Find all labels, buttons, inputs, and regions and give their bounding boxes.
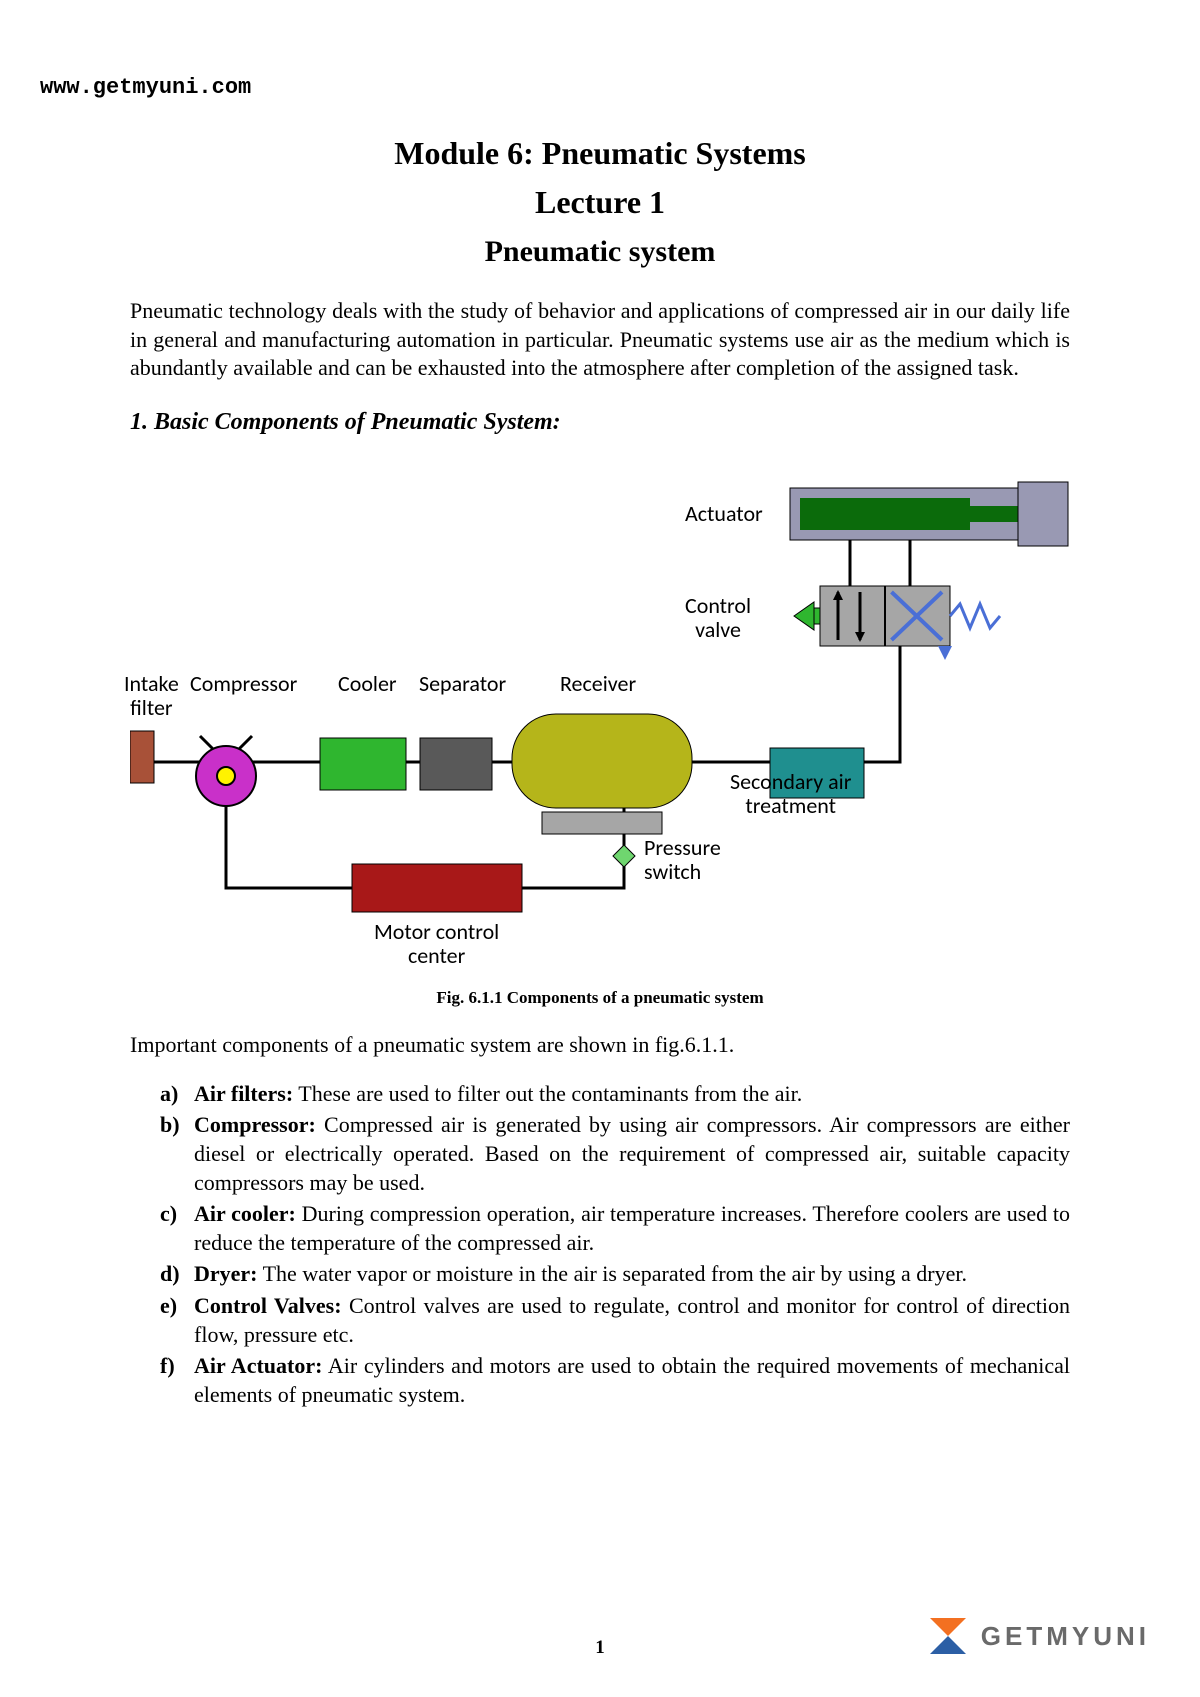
logo-text: GETMYUNI [981,1621,1150,1652]
label-compressor: Compressor [190,672,297,696]
list-item-text: Compressed air is generated by using air… [194,1112,1070,1194]
pneumatic-diagram: Actuator Control valve Intake filter Com… [130,466,1070,986]
list-item-term: Control Valves: [194,1293,342,1318]
label-control-valve: Control valve [685,594,751,642]
list-item-text: Air cylinders and motors are used to obt… [194,1353,1070,1407]
label-separator: Separator [419,672,506,696]
label-cooler: Cooler [338,672,397,696]
list-item: b)Compressor: Compressed air is generate… [194,1111,1070,1197]
label-receiver: Receiver [560,672,636,696]
list-item-term: Air Actuator: [194,1353,322,1378]
list-item-term: Compressor: [194,1112,316,1137]
label-secondary: Secondary air treatment [730,770,851,818]
after-figure-text: Important components of a pneumatic syst… [130,1032,1070,1058]
section-heading: 1. Basic Components of Pneumatic System: [130,409,1070,436]
list-marker: a) [160,1080,178,1109]
list-item: c)Air cooler: During compression operati… [194,1200,1070,1257]
label-intake-filter: Intake filter [124,672,179,720]
list-item: a)Air filters: These are used to filter … [194,1080,1070,1109]
list-item-term: Air cooler: [194,1201,296,1226]
lecture-title: Lecture 1 [130,184,1070,221]
list-item-term: Dryer: [194,1261,258,1286]
figure-caption: Fig. 6.1.1 Components of a pneumatic sys… [130,988,1070,1008]
list-item-text: The water vapor or moisture in the air i… [258,1261,967,1286]
label-actuator: Actuator [685,502,763,526]
list-item: f)Air Actuator: Air cylinders and motors… [194,1352,1070,1409]
list-marker: b) [160,1111,180,1140]
list-marker: c) [160,1200,177,1229]
list-item-term: Air filters: [194,1081,293,1106]
label-pressure-switch: Pressure switch [644,836,721,884]
module-title: Module 6: Pneumatic Systems [130,135,1070,172]
topic-title: Pneumatic system [130,235,1070,269]
list-item-text: During compression operation, air temper… [194,1201,1070,1255]
list-marker: e) [160,1292,177,1321]
logo-icon [927,1615,969,1657]
list-marker: d) [160,1260,180,1289]
component-list: a) Air filters: These are used to filter … [130,1080,1070,1410]
intro-paragraph: Pneumatic technology deals with the stud… [130,297,1070,383]
page-content: Module 6: Pneumatic Systems Lecture 1 Pn… [130,115,1070,1412]
label-motor-control: Motor control center [374,920,499,968]
header-url: www.getmyuni.com [40,75,251,100]
list-item-text: These are used to filter out the contami… [293,1081,802,1106]
list-marker: f) [160,1352,175,1381]
list-item: d)Dryer: The water vapor or moisture in … [194,1260,1070,1289]
brand-logo: GETMYUNI [927,1615,1150,1657]
list-item: e)Control Valves: Control valves are use… [194,1292,1070,1349]
